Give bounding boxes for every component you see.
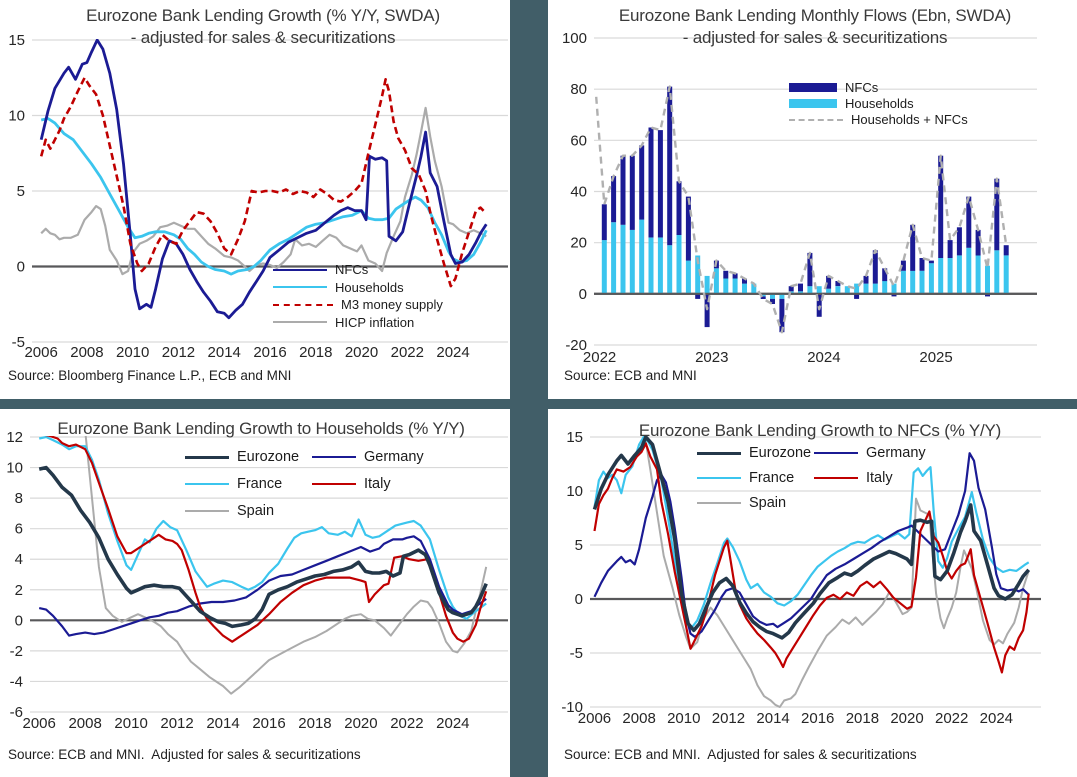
svg-text:60: 60 (570, 132, 587, 149)
svg-text:2022: 2022 (935, 710, 968, 727)
svg-text:5: 5 (17, 183, 25, 200)
svg-text:2014: 2014 (756, 710, 789, 727)
source-note: Source: ECB and MNI. Adjusted for sales … (564, 747, 917, 762)
svg-text:40: 40 (570, 184, 587, 201)
svg-text:12: 12 (6, 429, 23, 446)
svg-text:15: 15 (566, 429, 583, 446)
svg-text:0: 0 (15, 612, 23, 629)
svg-text:2025: 2025 (919, 349, 952, 366)
svg-text:2024: 2024 (807, 349, 840, 366)
svg-text:4: 4 (15, 551, 23, 568)
svg-text:6: 6 (15, 521, 23, 538)
svg-text:2018: 2018 (299, 344, 332, 361)
svg-text:5: 5 (575, 537, 583, 554)
svg-text:2024: 2024 (436, 344, 469, 361)
panel-households-by-country: -6 -4 -2 0 2 4 6 8 10 12 2006 2008 2010 2012 2014 2016 2… (0, 409, 512, 777)
chart-subtitle: - adjusted for sales & securitizations (130, 28, 396, 47)
svg-text:2018: 2018 (846, 710, 879, 727)
svg-text:80: 80 (570, 81, 587, 98)
svg-text:2008: 2008 (70, 344, 103, 361)
svg-text:2022: 2022 (583, 349, 616, 366)
panel-lending-growth: -5 0 5 10 15 2006 2008 2010 2012 2014 2016 2018 2020… (0, 0, 512, 399)
svg-text:0: 0 (17, 259, 25, 276)
svg-text:2016: 2016 (253, 344, 286, 361)
svg-text:2020: 2020 (890, 710, 923, 727)
svg-text:2024: 2024 (436, 715, 469, 732)
nfcs-growth-chart: -10 -5 0 5 10 15 2006 2008 2010 2012 2014 2016 2018 2… (561, 429, 1041, 727)
svg-text:-10: -10 (561, 699, 583, 716)
svg-text:-2: -2 (10, 643, 23, 660)
svg-text:2023: 2023 (695, 349, 728, 366)
chart-title: Eurozone Bank Lending Growth to Househol… (57, 419, 465, 438)
svg-text:-4: -4 (10, 673, 23, 690)
svg-text:8: 8 (15, 490, 23, 507)
chart-title: Eurozone Bank Lending Growth (% Y/Y, SWD… (86, 6, 440, 25)
svg-text:2012: 2012 (162, 344, 195, 361)
svg-text:2010: 2010 (114, 715, 147, 732)
svg-text:2006: 2006 (578, 710, 611, 727)
svg-text:2010: 2010 (116, 344, 149, 361)
vertical-divider (510, 0, 548, 777)
svg-text:2012: 2012 (712, 710, 745, 727)
svg-text:2020: 2020 (344, 715, 377, 732)
lending-growth-chart: -5 0 5 10 15 2006 2008 2010 2012 2014 2016 2018 2020… (8, 32, 508, 361)
svg-text:-6: -6 (10, 704, 23, 721)
svg-text:2012: 2012 (160, 715, 193, 732)
svg-text:2022: 2022 (391, 344, 424, 361)
svg-text:-20: -20 (565, 337, 587, 354)
svg-text:2018: 2018 (298, 715, 331, 732)
svg-text:10: 10 (566, 483, 583, 500)
households-growth-chart: -6 -4 -2 0 2 4 6 8 10 12 2006 2008 2010 2012 2014 2016 2… (6, 429, 508, 732)
svg-text:0: 0 (579, 286, 587, 303)
source-note: Source: ECB and MNI (564, 368, 697, 383)
svg-text:2008: 2008 (622, 710, 655, 727)
svg-text:10: 10 (6, 460, 23, 477)
chart-subtitle: - adjusted for sales & securitizations (682, 28, 948, 47)
svg-text:2020: 2020 (345, 344, 378, 361)
svg-text:10: 10 (8, 108, 25, 125)
svg-text:2008: 2008 (68, 715, 101, 732)
svg-text:2016: 2016 (801, 710, 834, 727)
svg-text:100: 100 (562, 30, 587, 47)
svg-text:2016: 2016 (252, 715, 285, 732)
panel-nfcs-by-country: -10 -5 0 5 10 15 2006 2008 2010 2012 2014 2016 2018 2… (548, 409, 1077, 777)
svg-text:20: 20 (570, 235, 587, 252)
svg-text:-5: -5 (12, 334, 25, 351)
svg-text:2006: 2006 (24, 344, 57, 361)
svg-text:2010: 2010 (667, 710, 700, 727)
horizontal-divider (0, 399, 1077, 409)
svg-text:2014: 2014 (206, 715, 239, 732)
svg-text:2014: 2014 (208, 344, 241, 361)
svg-text:2022: 2022 (390, 715, 423, 732)
svg-text:15: 15 (8, 32, 25, 49)
source-note: Source: ECB and MNI. Adjusted for sales … (8, 747, 361, 762)
svg-text:2: 2 (15, 582, 23, 599)
svg-text:2024: 2024 (980, 710, 1013, 727)
source-note: Source: Bloomberg Finance L.P., ECB and … (8, 368, 292, 383)
panel-monthly-flows: -20 0 20 40 60 80 100 2022 2023 2024 2025 Eurozone… (548, 0, 1077, 399)
monthly-flows-chart: -20 0 20 40 60 80 100 2022 2023 2024 2025 (562, 30, 1037, 366)
svg-text:-5: -5 (570, 645, 583, 662)
chart-title: Eurozone Bank Lending Monthly Flows (Ebn… (618, 6, 1012, 25)
svg-text:0: 0 (575, 591, 583, 608)
chart-title: Eurozone Bank Lending Growth to NFCs (% … (638, 421, 1002, 440)
svg-text:2006: 2006 (23, 715, 56, 732)
